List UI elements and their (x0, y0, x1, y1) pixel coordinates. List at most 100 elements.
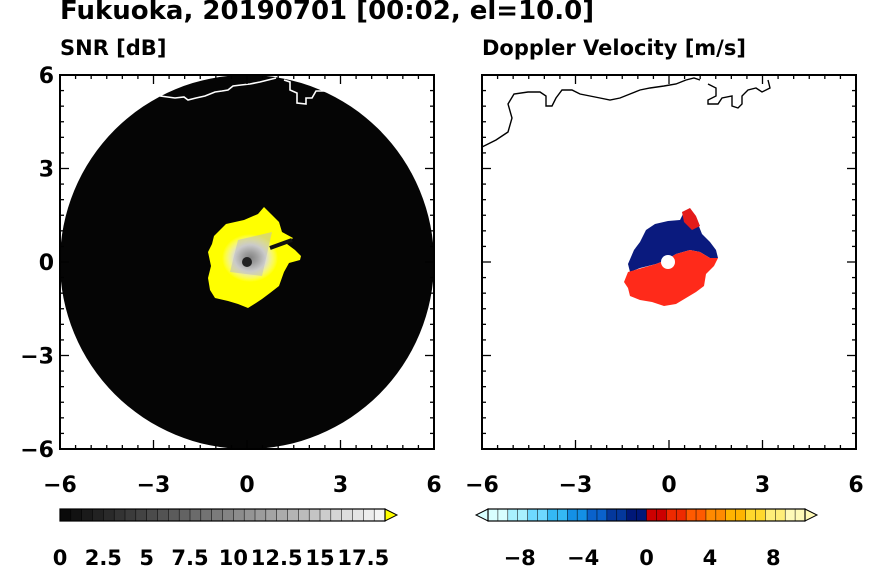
x-tick-label: −3 (137, 473, 171, 498)
colorbar-tick-label: 10 (219, 546, 248, 570)
colorbar-cell (222, 508, 234, 522)
colorbar-cell (135, 508, 148, 522)
colorbar-cell (636, 508, 648, 522)
colorbar-tick-label: 17.5 (337, 546, 389, 570)
colorbar-tick-label: 15 (305, 546, 334, 570)
snr-coastline (159, 77, 331, 105)
figure-title: Fukuoka, 20190701 [00:02, el=10.0] (60, 0, 595, 26)
colorbar-cell (616, 508, 628, 522)
x-tick-label: 0 (239, 473, 254, 498)
colorbar-cell (646, 508, 657, 522)
colorbar-cell (755, 508, 766, 522)
x-tick-label: −3 (559, 473, 593, 498)
colorbar-cell (113, 508, 126, 522)
colorbar-cell (319, 508, 332, 522)
colorbar-cell (685, 508, 697, 522)
snr-plot-area: −6 −3 0 3 6 6 3 0 −3 −6 (20, 64, 441, 498)
colorbar-cell (92, 508, 104, 522)
colorbar-cell (715, 508, 727, 522)
colorbar-extend-max (384, 508, 399, 522)
colorbar-cell (725, 508, 737, 522)
colorbar-cell (265, 508, 278, 522)
colorbar-tick-label: 0 (639, 546, 654, 570)
colorbar-cell (596, 508, 608, 522)
velocity-red-echo-top (682, 208, 700, 230)
colorbar-extend-min (474, 508, 489, 522)
colorbar-cell (497, 508, 509, 522)
colorbar-cell (81, 508, 94, 522)
colorbar-cell (363, 508, 375, 522)
snr-radar-site (242, 257, 252, 267)
y-tick-label: −6 (20, 438, 54, 463)
colorbar-tick-label: 5 (139, 546, 154, 570)
colorbar-frame (487, 508, 806, 522)
colorbar-cell (695, 508, 707, 522)
colorbar-cell (298, 508, 310, 522)
colorbar-tick-label: −8 (504, 546, 536, 570)
colorbar-cell (487, 508, 499, 522)
colorbar-cell (784, 508, 796, 522)
y-tick-label: 0 (39, 251, 54, 276)
velocity-radar-site (661, 255, 675, 269)
velocity-axis-ticks: −6 −3 0 3 6 (465, 74, 864, 498)
colorbar-cell (157, 508, 169, 522)
colorbar-cell (243, 508, 256, 522)
colorbar-tick-label: 4 (703, 546, 718, 570)
colorbar-cell (705, 508, 717, 522)
y-tick-label: 6 (39, 64, 54, 89)
colorbar-cell (341, 508, 354, 522)
colorbar-cell (200, 508, 213, 522)
colorbar-cell (547, 508, 558, 522)
colorbar-cell (124, 508, 137, 522)
x-tick-label: 3 (755, 473, 770, 498)
colorbar-cell (178, 508, 191, 522)
colorbar-cell (745, 508, 757, 522)
colorbar-cell (586, 508, 598, 522)
colorbar-cell (233, 508, 245, 522)
colorbar-tick-label: 0 (53, 546, 68, 570)
colorbar-cell (330, 508, 343, 522)
colorbar-extend-max (804, 508, 819, 522)
colorbar-frame (59, 508, 386, 522)
colorbar-cell (308, 508, 321, 522)
snr-blocked-beam (269, 238, 293, 250)
colorbar-tick-label: −4 (567, 546, 599, 570)
colorbar-cell (517, 508, 529, 522)
colorbar-cell (794, 508, 806, 522)
colorbar-cell (765, 508, 776, 522)
colorbar-tick-label: 8 (766, 546, 781, 570)
colorbar-cell (606, 508, 618, 522)
y-tick-label: 3 (39, 158, 54, 183)
colorbar-cell (373, 508, 386, 522)
colorbar-cell (675, 508, 687, 522)
colorbar-cell (527, 508, 539, 522)
colorbar-cell (254, 508, 267, 522)
y-tick-label: −3 (20, 345, 54, 370)
colorbar-cell (775, 508, 786, 522)
colorbar-cell (189, 508, 202, 522)
colorbar-cell (276, 508, 289, 522)
velocity-colorbar: −8 −4 0 4 8 (474, 508, 819, 570)
colorbar-cell (103, 508, 115, 522)
colorbar-cell (567, 508, 578, 522)
colorbar-cell (352, 508, 364, 522)
colorbar-cell (59, 508, 72, 522)
colorbar-cell (666, 508, 677, 522)
colorbar-cell (735, 508, 747, 522)
colorbar-cell (557, 508, 568, 522)
colorbar-cell (287, 508, 299, 522)
colorbar-cell (576, 508, 588, 522)
velocity-coastline (482, 77, 771, 148)
colorbar-cell (211, 508, 224, 522)
colorbar-cell (656, 508, 667, 522)
colorbar-tick-label: 7.5 (171, 546, 208, 570)
colorbar-tick-label: 2.5 (85, 546, 122, 570)
x-tick-label: 0 (661, 473, 676, 498)
x-tick-label: 3 (333, 473, 348, 498)
x-tick-label: 6 (426, 473, 441, 498)
colorbar-cell (537, 508, 548, 522)
colorbar-cell (146, 508, 159, 522)
snr-axis-ticks: −6 −3 0 3 6 6 3 0 −3 −6 (20, 64, 441, 498)
x-tick-label: 6 (848, 473, 863, 498)
